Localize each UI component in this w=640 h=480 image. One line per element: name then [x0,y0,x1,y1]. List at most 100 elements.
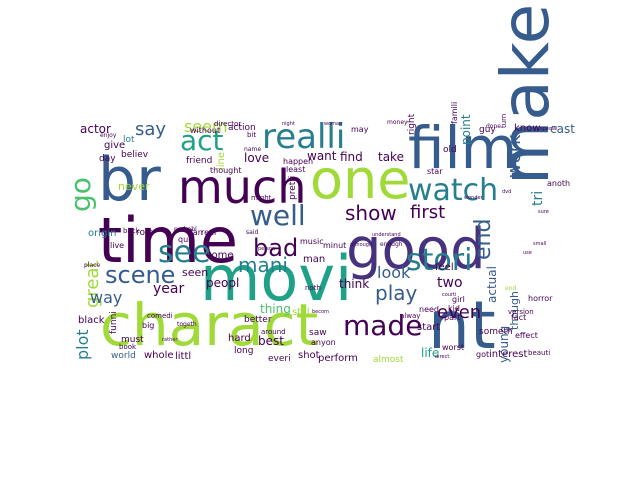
word-beauti: beauti [528,349,550,357]
word-noth: noth [305,284,321,292]
word-person: person [258,246,275,252]
word-big: big [142,321,154,330]
word-alway: alway [400,312,420,320]
word-thought: thought [210,166,241,175]
word-better: better [244,315,272,325]
word-probabl: probabl [174,226,197,233]
word-happen: happen [283,157,313,166]
word-line: line [216,152,227,170]
word-book: book [119,343,137,351]
word-old: old [443,145,457,155]
word-watch: watch [408,173,498,208]
word-least: least [286,165,305,174]
word-start: start [417,322,440,333]
word-funni: funni [109,311,119,334]
word-feel: feel [435,262,454,273]
word-enough: enough [380,241,403,248]
word-seen: seen [182,266,208,279]
word-fact: fact [511,313,526,322]
word-direct: direct [435,354,449,360]
word-part: part [444,313,460,322]
word-scene: scene [105,261,175,289]
word-come: come [206,250,234,261]
word-girl: girl [452,295,465,304]
word-believ: believ [121,150,149,160]
word-effect: effect [515,331,538,340]
word-comedi: comedi [147,312,173,320]
word-name: name [244,146,261,153]
word-think: think [339,277,369,291]
word-movi: movi [200,242,352,315]
word-everi: everi [268,354,291,364]
cloud-background [75,108,560,363]
word-live: live [110,241,124,250]
word-see: see [158,235,211,270]
word-quit: quit [178,235,194,244]
word-year: year [153,281,184,297]
word-go: go [64,177,97,212]
word-star: star [427,167,443,176]
word-night: night [282,121,295,127]
word-bit: bit [247,131,256,139]
word-work: work [504,134,525,178]
word-anoth: anoth [547,179,570,188]
word-point: point [459,114,473,145]
word-first: first [410,202,445,223]
word-make: make [487,4,564,185]
word-action: action [228,123,256,133]
word-say: say [135,119,166,140]
word-never: never [118,180,150,193]
word-worst: worst [442,343,464,352]
word-end: end [471,219,496,260]
word-right: right [407,113,417,135]
word-friend: friend [186,156,212,166]
word-good: good [346,217,486,282]
word-minut: minut [323,241,346,250]
word-shot: shot [298,350,320,361]
word-best: best [258,334,284,348]
word-charact: charact [100,291,318,359]
word-peopl: peopl [206,276,239,290]
word-done: done [486,123,501,130]
word-role: role [136,228,154,238]
word-film: film [408,114,517,182]
word-small: small [533,241,546,247]
word-find: find [340,150,363,164]
word-pretti: pretti [288,176,298,200]
word-man: man [303,254,325,265]
word-music: music [300,237,324,246]
word-mani: mani [238,253,288,277]
word-look: look [377,263,411,282]
word-thing: thing [260,302,291,316]
word-becom: becom [312,309,329,315]
word-young: young [497,326,511,363]
word-guy: guy [479,125,496,135]
word-may: may [351,125,369,134]
word-special: special [540,126,557,132]
word-without: without [190,126,220,135]
word-togeth: togeth [177,321,197,328]
word-turn: turn [500,114,508,128]
word-famili: famili [450,102,459,124]
word-act: act [180,124,224,157]
word-great: great [82,260,103,308]
word-plot: plot [73,329,92,360]
word-love: love [244,151,269,165]
word-life: life [421,346,439,360]
word-seem: seem [184,117,228,136]
word-though: though [508,291,521,330]
word-tri: tri [530,191,546,206]
word-wonder: wonder [464,195,484,201]
word-version: version [508,308,534,316]
word-two: two [437,275,463,291]
word-long: long [234,346,253,356]
word-bad: bad [253,234,298,262]
word-interest: interest [489,349,527,360]
word-even: even [437,302,481,323]
word-someth: someth [479,327,513,337]
word-day: day [99,154,116,164]
word-fan: fan [190,228,203,237]
word-need: need [419,305,439,314]
word-horror: horror [528,294,553,303]
